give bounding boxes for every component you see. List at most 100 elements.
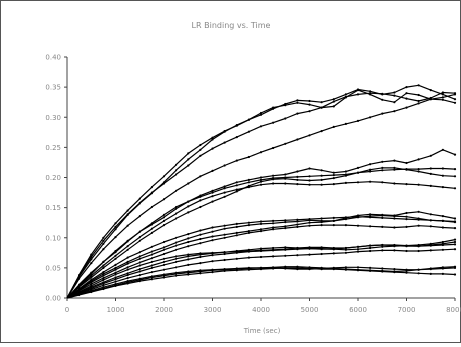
data-point [369, 246, 372, 250]
data-point [199, 237, 202, 241]
data-point [272, 246, 275, 250]
data-point [223, 185, 226, 188]
data-point [405, 244, 408, 247]
data-point [78, 277, 81, 280]
data-point [284, 266, 287, 269]
data-point [114, 222, 117, 225]
data-point [90, 283, 93, 286]
data-point [259, 247, 263, 250]
x-tick-label: 7000 [398, 306, 416, 314]
data-point [126, 266, 129, 269]
data-point [272, 178, 275, 181]
data-point [162, 240, 166, 244]
data-point [381, 181, 384, 184]
data-point [114, 276, 117, 279]
data-point [235, 136, 238, 139]
data-point [320, 268, 323, 271]
data-point [211, 191, 214, 194]
data-point [393, 159, 396, 162]
data-point [441, 248, 444, 251]
data-point [199, 242, 202, 245]
data-point [211, 235, 214, 238]
data-point [272, 182, 275, 185]
data-point [453, 243, 457, 246]
data-point [284, 182, 287, 185]
data-point [150, 231, 153, 234]
y-tick-label: 0.40 [45, 54, 61, 62]
data-point [259, 183, 263, 186]
data-point [235, 188, 238, 191]
data-point [175, 260, 178, 263]
data-point [320, 183, 323, 186]
data-point [296, 138, 299, 141]
data-point [259, 151, 263, 154]
data-point [259, 178, 263, 181]
data-point [211, 138, 214, 141]
data-point [114, 254, 117, 257]
data-point [417, 224, 420, 227]
data-point [126, 274, 129, 277]
data-point [114, 249, 117, 253]
data-point [223, 236, 226, 239]
data-point [356, 269, 360, 272]
data-point [308, 218, 311, 221]
data-point [138, 270, 141, 273]
data-point [320, 130, 323, 133]
data-point [393, 268, 396, 271]
data-point [235, 251, 238, 254]
data-point [126, 239, 129, 242]
data-point [247, 221, 250, 224]
data-point [175, 272, 178, 275]
data-point [102, 236, 105, 239]
data-point [199, 253, 202, 256]
data-point [344, 248, 347, 251]
data-point [344, 246, 347, 250]
data-point [211, 169, 214, 172]
data-point [344, 93, 347, 96]
data-point [356, 171, 360, 174]
data-point [369, 213, 372, 216]
data-point [332, 125, 335, 128]
data-point [369, 170, 372, 173]
data-point [114, 263, 117, 266]
data-point [296, 101, 299, 104]
data-point [453, 93, 457, 96]
data-point [308, 110, 311, 113]
data-point [369, 269, 372, 272]
data-point [78, 293, 81, 297]
data-point [259, 176, 263, 179]
data-point [162, 276, 166, 279]
data-point [308, 221, 311, 224]
data-point [175, 241, 178, 244]
data-point [150, 245, 153, 248]
data-point [429, 225, 432, 228]
data-point [150, 271, 153, 274]
data-point [114, 280, 117, 283]
data-point [453, 175, 457, 178]
data-point [126, 224, 129, 227]
data-point [453, 273, 457, 276]
data-point [320, 224, 323, 227]
data-point [187, 200, 190, 203]
data-point [175, 212, 178, 215]
data-point [296, 178, 299, 181]
data-point [441, 98, 444, 101]
data-point [332, 268, 335, 271]
data-point [405, 225, 408, 228]
data-point [417, 272, 420, 275]
data-point [211, 189, 214, 192]
data-point [126, 282, 129, 285]
data-point [405, 271, 408, 274]
data-point [235, 222, 238, 225]
data-point [78, 274, 81, 277]
data-point [429, 267, 432, 270]
data-point [102, 260, 105, 263]
data-point [369, 266, 372, 269]
data-point [405, 249, 408, 253]
data-point [235, 231, 238, 234]
data-point [211, 230, 214, 233]
data-point [296, 266, 299, 269]
data-point [320, 221, 323, 224]
data-point [223, 269, 226, 272]
data-point [417, 243, 420, 247]
